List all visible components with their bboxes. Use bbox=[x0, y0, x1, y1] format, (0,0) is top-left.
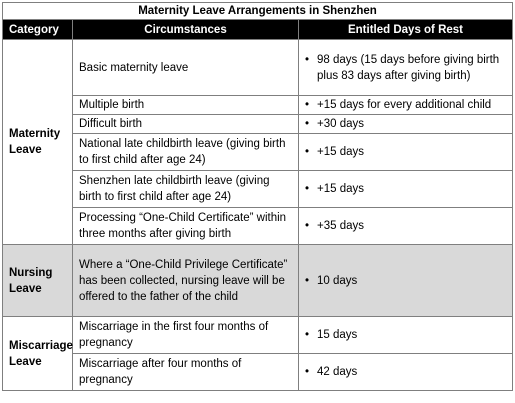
days-cell: • 98 days (15 days before giving birth pl… bbox=[297, 39, 514, 96]
days-value: +30 days bbox=[317, 118, 364, 130]
circumstance-cell: Multiple birth bbox=[72, 95, 299, 115]
circumstance-cell: Miscarriage in the first four months of … bbox=[72, 316, 299, 354]
days-cell: • 10 days bbox=[297, 244, 514, 317]
table-row: Maternity Leave Basic maternity leave • 9… bbox=[2, 39, 514, 245]
header-category: Category bbox=[2, 19, 73, 40]
header-entitled-days: Entitled Days of Rest bbox=[297, 19, 514, 40]
bullet: • bbox=[305, 53, 310, 66]
table-row: Processing “One-Child Certificate” withi… bbox=[3, 207, 514, 245]
days-value: 10 days bbox=[317, 274, 358, 287]
days-value: +15 days bbox=[317, 183, 364, 195]
days-value: 15 days bbox=[317, 329, 358, 341]
days-cell: • +35 days bbox=[297, 207, 514, 245]
title-row: Maternity Leave Arrangements in Shenzhen bbox=[1, 2, 514, 20]
days-cell: • +15 days for every additional child bbox=[297, 95, 514, 115]
table-row: Miscarriage after four months of pregnan… bbox=[3, 353, 514, 391]
category-maternity-leave: Maternity Leave bbox=[2, 39, 73, 245]
table-row: Difficult birth • +30 days bbox=[3, 114, 514, 134]
circumstance-cell: Difficult birth bbox=[72, 114, 299, 134]
circumstance-cell: Miscarriage after four months of pregnan… bbox=[72, 353, 299, 391]
bullet: • bbox=[305, 220, 310, 232]
bullet: • bbox=[305, 118, 310, 130]
days-value: +15 days for every additional child bbox=[317, 99, 492, 111]
days-value: 98 days (15 days before giving birth plu… bbox=[317, 53, 500, 82]
days-cell: • +30 days bbox=[297, 114, 514, 134]
bullet: • bbox=[305, 366, 310, 378]
days-value: +35 days bbox=[317, 220, 364, 232]
header-circumstances: Circumstances bbox=[72, 19, 299, 40]
bullet: • bbox=[305, 99, 310, 111]
days-cell: • +15 days bbox=[297, 133, 514, 171]
days-value: +15 days bbox=[317, 146, 364, 158]
table-row: Shenzhen late childbirth leave (giving b… bbox=[3, 170, 514, 208]
circumstance-cell: Shenzhen late childbirth leave (giving b… bbox=[72, 170, 299, 208]
maternity-leave-table: Maternity Leave Arrangements in Shenzhen… bbox=[1, 2, 514, 391]
bullet: • bbox=[305, 329, 310, 341]
circumstance-cell: Basic maternity leave bbox=[72, 39, 299, 96]
bullet: • bbox=[305, 274, 310, 287]
bullet: • bbox=[305, 183, 310, 195]
days-cell: • 15 days bbox=[297, 316, 514, 354]
days-value: 42 days bbox=[317, 366, 358, 378]
bullet: • bbox=[305, 146, 310, 158]
table-row: Miscarriage Leave Miscarriage in the fir… bbox=[2, 316, 514, 391]
table-row: Nursing Leave Where a “One-Child Privile… bbox=[2, 244, 514, 317]
circumstance-cell: Where a “One-Child Privilege Certificate… bbox=[72, 244, 299, 317]
category-miscarriage-leave: Miscarriage Leave bbox=[2, 316, 73, 391]
table-title: Maternity Leave Arrangements in Shenzhen bbox=[1, 2, 514, 20]
days-cell: • 42 days bbox=[297, 353, 514, 391]
category-nursing-leave: Nursing Leave bbox=[2, 244, 73, 317]
table-row: National late childbirth leave (giving b… bbox=[3, 133, 514, 171]
days-cell: • +15 days bbox=[297, 170, 514, 208]
circumstance-cell: Processing “One-Child Certificate” withi… bbox=[72, 207, 299, 245]
circumstance-cell: National late childbirth leave (giving b… bbox=[72, 133, 299, 171]
table-row: Multiple birth • +15 days for every addit… bbox=[3, 95, 514, 115]
header-row: Category Circumstances Entitled Days of … bbox=[2, 19, 514, 40]
